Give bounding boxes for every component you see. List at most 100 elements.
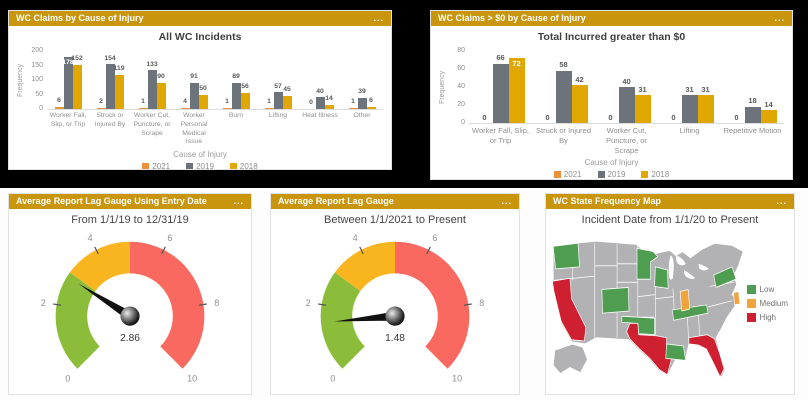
more-options-icon[interactable]: ... (776, 196, 787, 206)
bar-2021[interactable] (138, 108, 148, 109)
bar-2019[interactable] (105, 64, 115, 109)
bar-2018[interactable] (697, 95, 714, 123)
bar-slot: 152 (71, 51, 83, 109)
state-CA[interactable] (552, 277, 587, 342)
state-MN[interactable] (636, 247, 659, 280)
bar-2019[interactable] (618, 87, 635, 123)
legend-item-2019[interactable]: 2019 (186, 162, 214, 169)
bar-2019[interactable] (147, 70, 157, 109)
bar-2018[interactable] (240, 92, 250, 109)
bar-value-label: 152 (71, 55, 83, 63)
state-LA[interactable] (665, 343, 687, 361)
great-lake (683, 269, 696, 279)
more-options-icon[interactable]: ... (233, 196, 244, 206)
bar-2019[interactable] (315, 97, 325, 109)
bar-2018[interactable] (508, 58, 525, 123)
gauge-tick (53, 303, 62, 306)
us-state-frequency-map: Low Medium High (546, 227, 794, 394)
bar-2018[interactable] (114, 74, 124, 109)
legend-swatch (142, 163, 150, 169)
legend-label: 2018 (239, 162, 258, 170)
bar-2019[interactable] (744, 106, 761, 123)
bar-value-label: 0 (309, 99, 313, 107)
bar-2021[interactable] (180, 107, 190, 109)
bar-value-label: 6 (57, 97, 61, 105)
bar-2019[interactable] (681, 95, 698, 123)
bar-2021[interactable] (96, 108, 106, 109)
map-legend-item-medium[interactable]: Medium (746, 299, 788, 308)
bar-2019[interactable] (492, 63, 509, 123)
bar-2018[interactable] (282, 95, 292, 109)
gauge-tick-label: 4 (88, 233, 93, 243)
bar-2018[interactable] (366, 107, 376, 109)
bar-value-label: 31 (638, 84, 647, 94)
state-WI[interactable] (654, 266, 669, 289)
bar-2019[interactable] (357, 97, 367, 109)
state-WA[interactable] (552, 242, 580, 270)
more-options-icon[interactable]: ... (774, 13, 785, 23)
gauge-zone (130, 241, 205, 369)
bar-value-label: 50 (199, 84, 207, 92)
gauge-tick-label: 0 (330, 374, 335, 384)
bar-2021[interactable] (54, 107, 64, 109)
bar-slot: 1 (264, 51, 274, 109)
bar-2018[interactable] (634, 95, 651, 123)
gauge-zone (334, 241, 395, 291)
state-IN[interactable] (679, 288, 691, 312)
panel-title: Average Report Lag Gauge (278, 196, 394, 206)
map-legend-item-high[interactable]: High (746, 313, 788, 322)
bar-value-label: 42 (575, 74, 584, 84)
bar-2018[interactable] (72, 64, 82, 109)
more-options-icon[interactable]: ... (501, 196, 512, 206)
legend-swatch (641, 171, 649, 179)
y-axis: 0 50 100 150 200 (26, 47, 47, 112)
bar-2019[interactable] (555, 70, 572, 123)
y-axis-tick: 0 (39, 105, 43, 112)
bar-slot: 50 (198, 51, 208, 109)
state-TN[interactable] (671, 304, 709, 321)
bar-slot: 6 (366, 51, 376, 109)
bar-value-label: 0 (734, 112, 739, 122)
bar-2021[interactable] (348, 108, 358, 109)
bar-2021[interactable] (264, 108, 274, 109)
bar-2021[interactable] (222, 108, 232, 109)
legend-swatch (746, 313, 756, 322)
legend-item-2018[interactable]: 2018 (229, 162, 258, 170)
bar-2018[interactable] (760, 110, 777, 123)
gauge-tick-label: 2 (41, 298, 46, 308)
bar-slot: 154 (104, 51, 116, 109)
category-label: Repetitive Motion (723, 126, 782, 135)
bar-value-label: 6 (369, 97, 373, 105)
bar-2018[interactable] (198, 94, 208, 109)
bar-2019[interactable] (63, 57, 73, 109)
bar-group: 2 154 119 (89, 51, 131, 109)
state-NJ[interactable] (733, 291, 741, 306)
map-legend-item-low[interactable]: Low (746, 285, 788, 294)
bar-2018[interactable] (156, 82, 166, 109)
state-FL[interactable] (688, 334, 725, 378)
legend-item-2021[interactable]: 2021 (142, 162, 170, 169)
legend-item-2021[interactable]: 2021 (553, 170, 582, 179)
legend-item-2018[interactable]: 2018 (641, 170, 669, 179)
bar-2018[interactable] (571, 85, 588, 123)
bar-2019[interactable] (189, 82, 199, 109)
state-NY[interactable] (713, 266, 737, 288)
legend-swatch (186, 163, 194, 169)
state-TX[interactable] (626, 322, 672, 376)
bar-group: 4 91 50 (173, 51, 215, 109)
great-lake (668, 255, 674, 280)
gauge-svg: 0 2 4 6 8 10 1.48 (306, 233, 485, 384)
bar-2018[interactable] (324, 104, 334, 109)
legend-item-2019[interactable]: 2019 (597, 170, 625, 179)
bar-2019[interactable] (231, 83, 241, 109)
state-CO[interactable] (601, 286, 630, 314)
gauge-hub (120, 306, 140, 326)
state-AK[interactable] (552, 343, 588, 375)
bar-group: 6 178 152 (47, 51, 89, 109)
bar-group: 1 89 56 (215, 51, 257, 109)
gauge-tick-label: 10 (187, 374, 197, 384)
bar-2019[interactable] (273, 92, 283, 109)
bar-slot: 66 (492, 51, 509, 123)
more-options-icon[interactable]: ... (373, 13, 384, 23)
legend-label: Low (759, 285, 775, 294)
